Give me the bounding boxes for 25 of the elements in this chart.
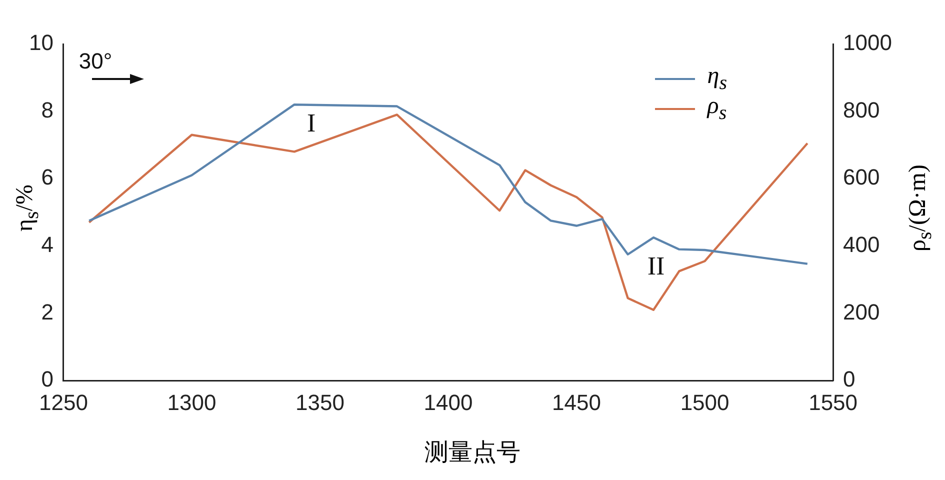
x-tick-label: 1450	[552, 390, 602, 415]
y-tick-label: 4	[41, 232, 54, 258]
annotation: I	[306, 108, 316, 138]
x-tick-label: 1250	[38, 390, 88, 415]
legend-label: η$_{s}$	[707, 63, 727, 95]
y2-tick-label: 800	[843, 97, 880, 122]
y2-tick-label: 400	[843, 232, 880, 258]
y2-tick-label: 1000	[843, 30, 892, 56]
y-tick-label: 10	[28, 30, 54, 56]
annotation: 30°	[78, 48, 112, 74]
legend-label: ρ$_{s}$	[707, 93, 727, 125]
annotation: II	[647, 252, 665, 281]
x-tick-label: 1550	[808, 390, 858, 415]
y2-tick-label: 600	[843, 164, 880, 190]
y-tick-label: 6	[41, 164, 54, 190]
y-tick-label: 8	[41, 97, 54, 122]
x-tick-label: 1500	[680, 390, 730, 415]
y2-tick-label: 0	[843, 366, 856, 392]
x-tick-label: 1400	[424, 390, 473, 415]
x-tick-label: 1300	[167, 390, 216, 415]
x-tick-label: 1350	[296, 390, 344, 415]
y-tick-label: 2	[41, 299, 54, 324]
y-tick-label: 0	[41, 366, 54, 392]
x-axis-title: 测量点号	[424, 437, 522, 468]
y2-tick-label: 200	[843, 299, 880, 324]
